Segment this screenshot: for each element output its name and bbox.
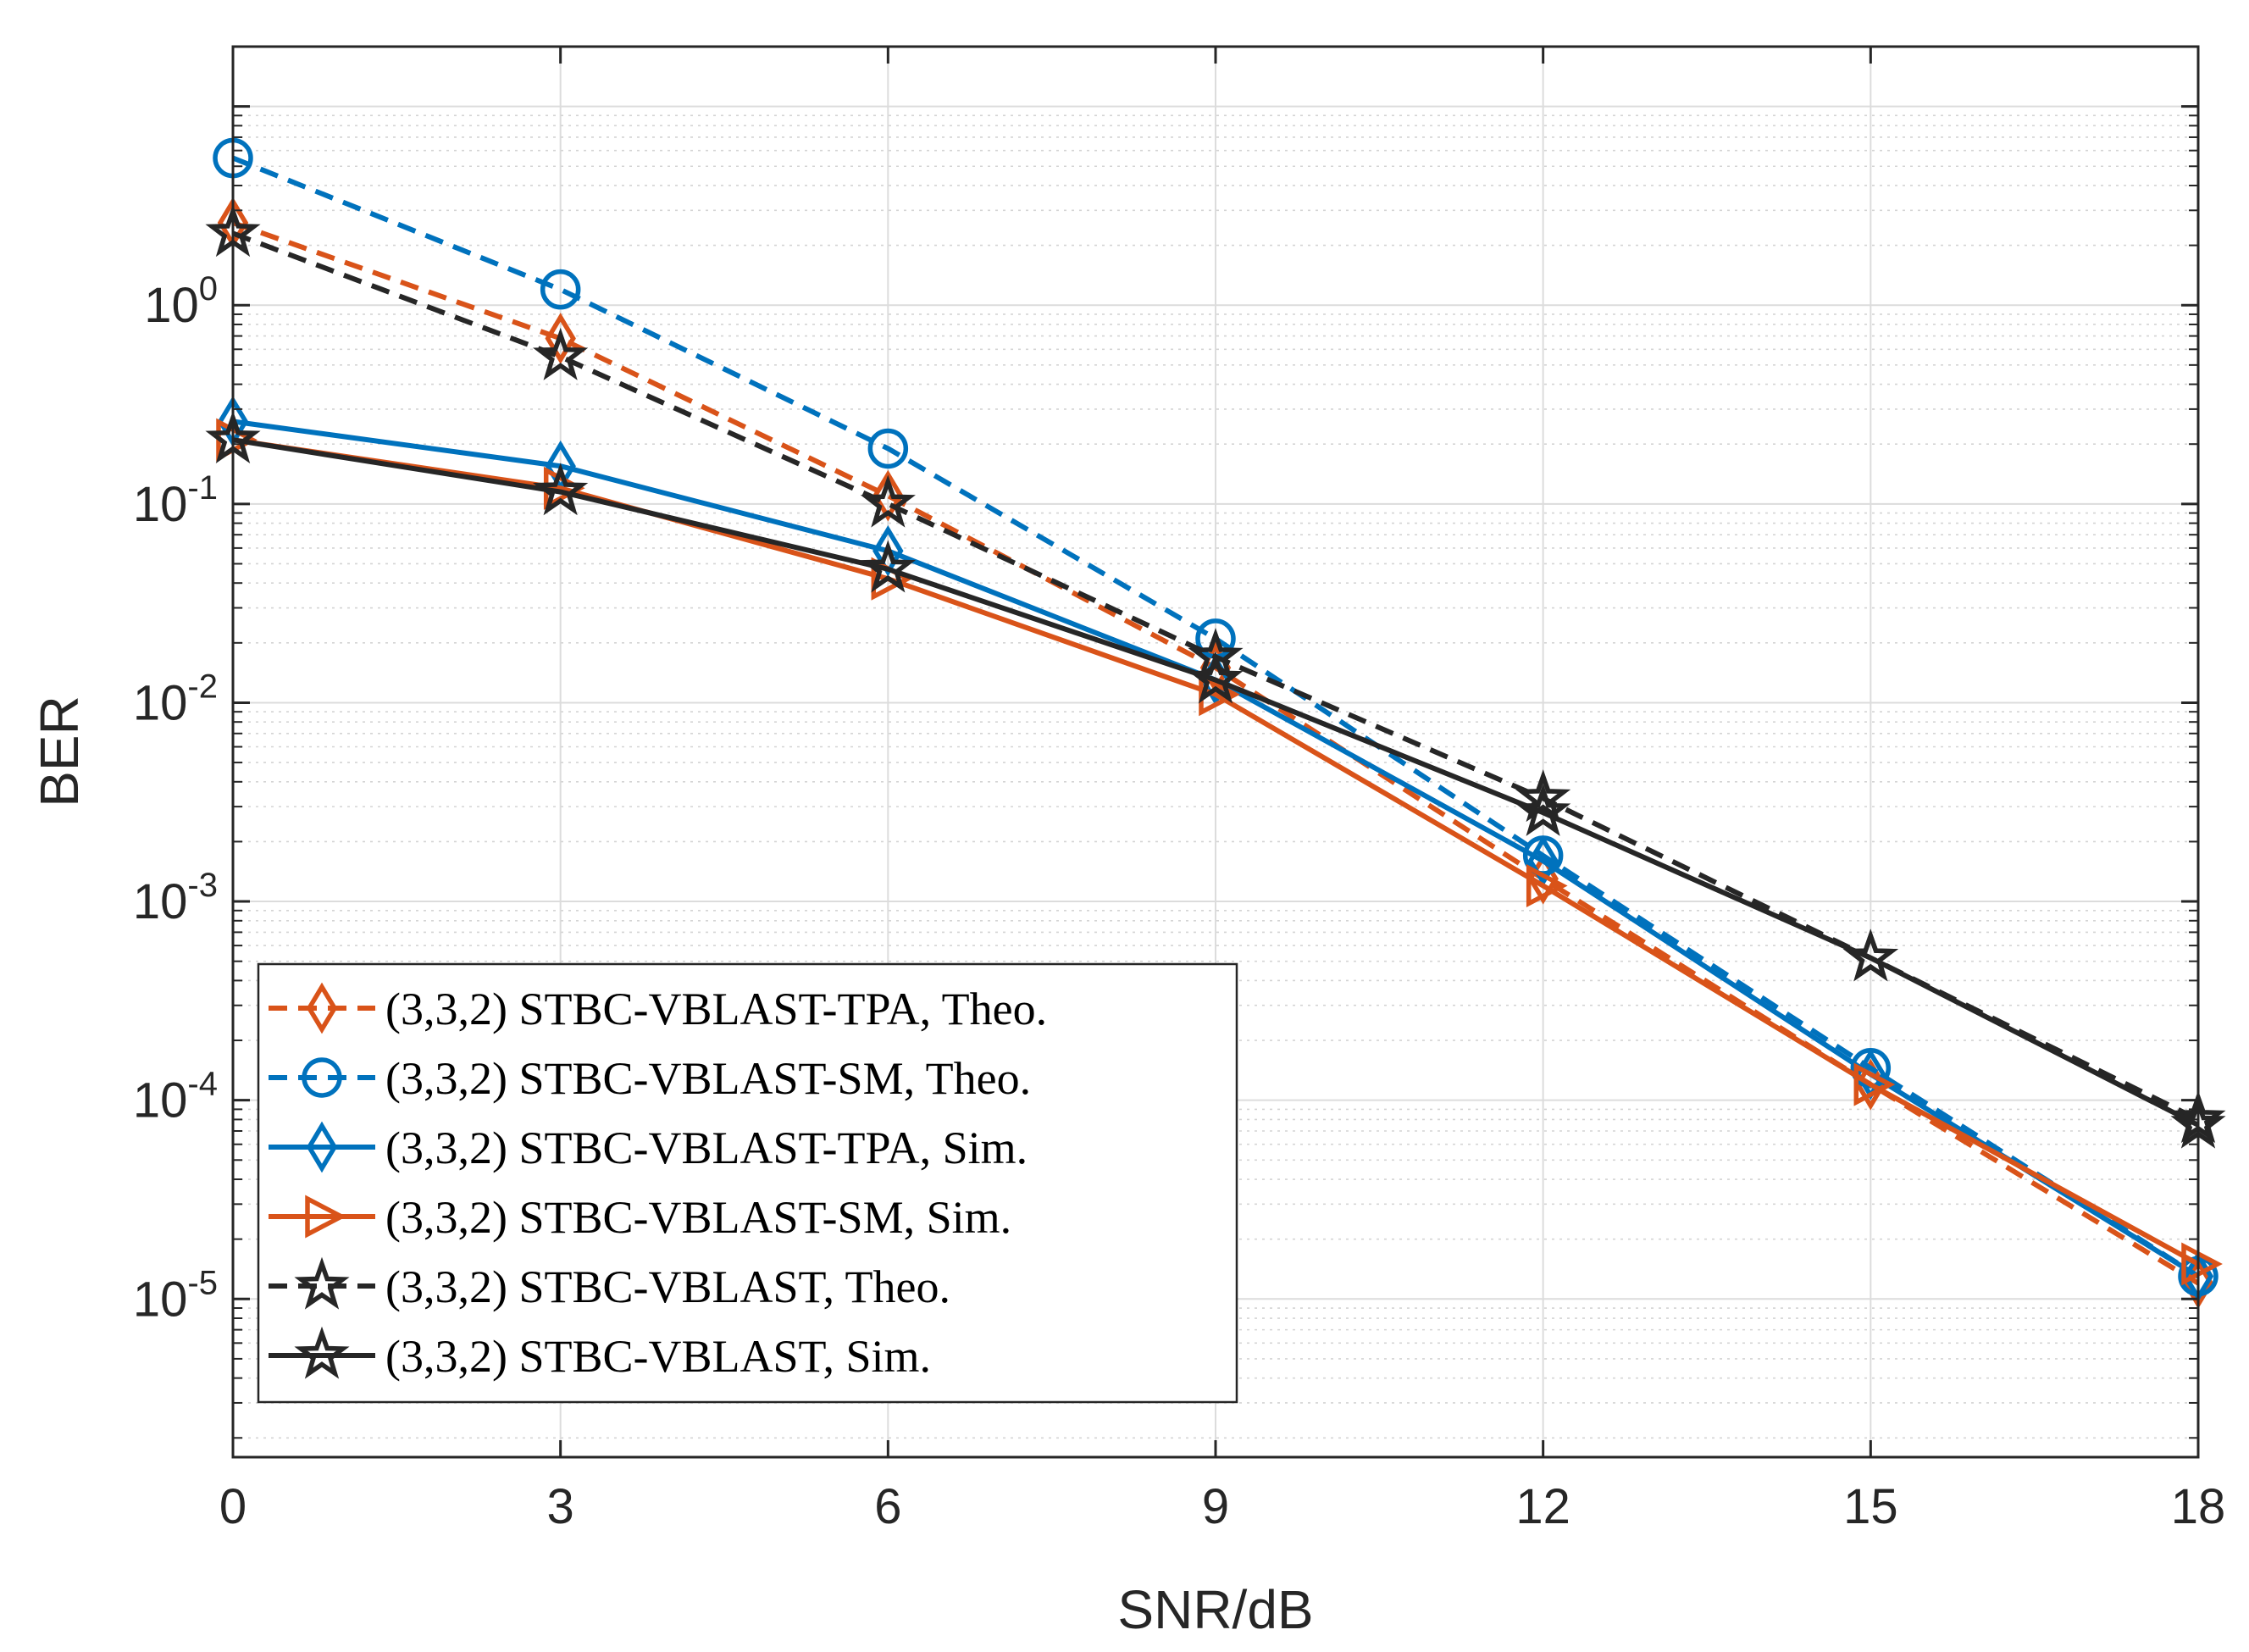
x-tick-label-5: 15 [1843,1479,1898,1534]
legend-marker-1 [302,1057,342,1098]
series-3-point-5 [1853,1062,1896,1106]
series-4-point-1 [532,327,589,380]
series-0-point-1 [545,313,576,364]
x-axis-label: SNR/dB [1117,1579,1313,1640]
series-3-point-4 [1526,863,1568,908]
series-2-point-2 [872,524,904,577]
legend-box [257,962,1238,1404]
legend-entry-5: (3,3,2) STBC-VBLAST, Sim. [269,1326,931,1382]
legend-marker-2 [306,1121,338,1173]
series-5-point-1 [532,463,589,516]
legend-label-1: (3,3,2) STBC-VBLAST-SM, Theo. [385,1053,1031,1104]
legend-marker-5 [294,1326,350,1379]
legend-marker-0 [306,982,338,1034]
x-tick-label-6: 18 [2171,1479,2226,1534]
legend-marker-3 [305,1195,346,1239]
y-tick-label-2: 10-2 [133,668,218,730]
legend-label-2: (3,3,2) STBC-VBLAST-TPA, Sim. [385,1123,1028,1173]
x-tick-label-0: 0 [219,1479,247,1534]
x-tick-label-4: 12 [1515,1479,1570,1534]
legend-label-4: (3,3,2) STBC-VBLAST, Theo. [385,1261,950,1312]
x-tick-label-1: 3 [547,1479,574,1534]
x-tick-label-2: 6 [874,1479,901,1534]
legend-entry-2: (3,3,2) STBC-VBLAST-TPA, Sim. [269,1121,1028,1173]
series-3-line [232,437,2200,1267]
series-1-point-2 [867,428,909,469]
y-axis-label: BER [29,696,90,807]
series-4-point-4 [1515,769,1571,823]
series-3-point-3 [1199,673,1240,717]
series-5-point-3 [1188,651,1244,704]
series-5-point-4 [1515,783,1571,836]
series-5-line [232,437,2200,1128]
y-tick-label-0: 100 [144,270,218,333]
x-tick-label-3: 9 [1202,1479,1229,1534]
legend-marker-4 [294,1256,350,1310]
y-tick-label-1: 10-1 [133,469,218,532]
axis-ticks: 0 3 6 9 12 15 18 100 10-1 10-2 10-3 10-4 10-5 [133,46,2226,1534]
series-1-point-1 [540,269,581,310]
y-tick-label-3: 10-3 [133,867,218,929]
legend-entry-3: (3,3,2) STBC-VBLAST-SM, Sim. [269,1192,1011,1243]
y-tick-label-4: 10-4 [133,1066,218,1128]
series-1-line [231,155,2200,1279]
series-2-point-4 [1527,834,1559,887]
legend-label-3: (3,3,2) STBC-VBLAST-SM, Sim. [385,1192,1011,1243]
legend-entry-0: (3,3,2) STBC-VBLAST-TPA, Theo. [269,982,1047,1034]
legend-label-0: (3,3,2) STBC-VBLAST-TPA, Theo. [385,984,1047,1034]
series-5-point-2 [860,540,917,593]
legend-entry-1: (3,3,2) STBC-VBLAST-SM, Theo. [269,1053,1031,1104]
series-5-point-5 [1842,929,1899,982]
series-4-point-3 [1188,628,1244,681]
legend: (3,3,2) STBC-VBLAST-TPA, Theo. (3,3,2) ST… [257,962,1238,1404]
legend-entry-4: (3,3,2) STBC-VBLAST, Theo. [269,1256,950,1312]
y-tick-label-5: 10-5 [133,1264,218,1327]
series-3-point-6 [2181,1242,2223,1286]
series-0-point-2 [872,469,904,522]
legend-label-5: (3,3,2) STBC-VBLAST, Sim. [385,1331,931,1382]
series-4-point-2 [860,474,916,528]
